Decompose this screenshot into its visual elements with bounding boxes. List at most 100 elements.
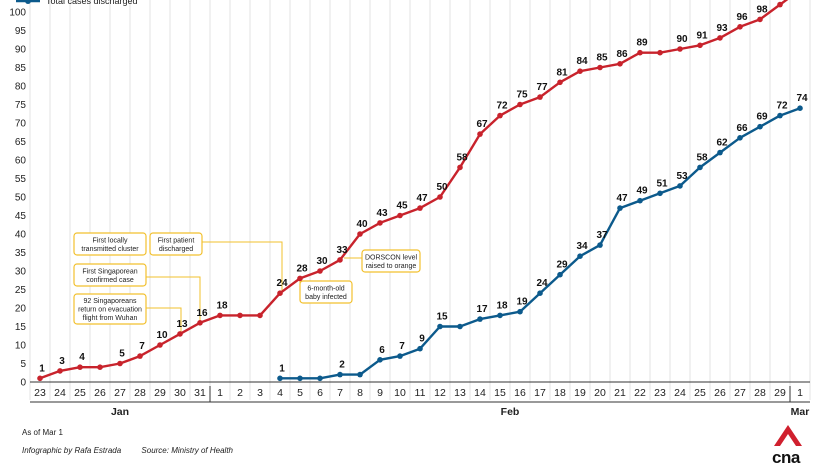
data-label: 74 [796,93,808,104]
data-point [217,312,223,319]
annotation-box [73,232,147,256]
series-line [280,107,801,380]
data-point [417,205,423,211]
data-label: 1 [39,363,45,374]
annotation-label: DORSCON level raised to orange [365,254,418,270]
data-point [457,164,463,171]
cna-logo-text: cna [772,448,800,467]
x-tick-label: 1 [797,387,803,399]
x-tick-label: 20 [594,387,606,399]
data-point [77,364,83,371]
data-label: 47 [416,193,428,204]
data-point [317,268,323,274]
data-label: 77 [536,82,548,93]
data-label: 7 [139,341,145,352]
x-tick-label: 31 [194,387,206,399]
cna-logo-icon [774,425,802,446]
axes: 0510152025303540455055606570758085909510… [9,8,810,418]
annotation-box [149,232,203,256]
data-point [157,342,163,348]
data-label: 98 [756,4,768,15]
data-point [497,312,503,319]
y-tick-label: 5 [20,359,26,370]
data-point [517,308,523,315]
data-label: 17 [476,304,488,315]
y-tick-label: 35 [15,248,27,259]
x-tick-label: 6 [317,387,323,399]
data-label: 30 [316,256,328,267]
annotation-leader [201,241,283,292]
data-point [417,345,423,352]
y-tick-label: 0 [20,378,26,389]
credits: Infographic by Rafa Estrada Source: Mini… [22,446,251,455]
data-label: 24 [276,278,288,289]
x-tick-label: 2 [237,387,243,399]
x-tick-label: 1 [217,387,223,399]
data-label: 67 [476,119,488,130]
data-point [297,375,303,382]
data-point [477,131,483,137]
annotation-box [299,280,353,304]
y-tick-label: 85 [15,63,27,74]
x-tick-label: 21 [614,387,626,399]
series-line [39,0,789,380]
data-label: 6 [379,345,385,356]
x-tick-label: 7 [337,387,343,399]
data-point [617,61,623,67]
x-tick-label: 16 [514,387,526,399]
legend-label: Total cases discharged [46,0,138,6]
data-label: 66 [736,123,748,134]
data-label: 89 [636,38,648,49]
x-tick-label: 22 [634,387,646,399]
x-tick-label: 25 [74,387,86,399]
data-point [757,123,763,130]
data-label: 62 [716,138,728,149]
data-label: 96 [736,12,748,23]
data-labels: 13 4 5710131618242830334043454750586772757… [39,4,808,374]
x-tick-label: 9 [377,387,383,399]
source-credit: Source: Ministry of Health [141,446,233,455]
data-point [777,1,783,8]
x-tick-label: 5 [297,387,303,399]
data-label: 81 [556,67,568,78]
y-tick-label: 90 [15,45,27,56]
x-tick-label: 19 [574,387,586,399]
data-label: 49 [636,186,648,197]
data-point [97,364,103,371]
data-point [197,320,203,326]
data-label: 51 [656,178,668,189]
data-label: 28 [296,263,308,274]
data-point [137,353,143,359]
data-label: 9 [419,334,425,345]
x-tick-label: 27 [114,387,126,399]
data-label: 24 [536,278,548,289]
data-point [657,190,663,197]
x-tick-label: 26 [94,387,106,399]
data-label: 33 [336,245,348,256]
data-label: 10 [156,330,168,341]
data-point [397,353,403,359]
data-point [517,101,523,108]
data-point [357,371,363,378]
y-tick-label: 40 [15,230,27,241]
x-tick-label: 10 [394,387,406,399]
data-point [357,231,363,237]
data-point [677,46,683,52]
data-point [377,357,383,363]
y-tick-label: 30 [15,267,27,278]
data-label: 1 [279,363,285,374]
data-label: 58 [456,152,468,163]
x-tick-label: 29 [154,387,166,399]
x-tick-label: 28 [134,387,146,399]
data-point [277,375,283,382]
data-label: 47 [616,193,628,204]
x-tick-label: 17 [534,387,546,399]
data-point [257,312,263,319]
x-tick-label: 3 [257,387,263,399]
x-tick-label: 15 [494,387,506,399]
data-point [117,360,123,367]
y-tick-label: 70 [15,119,27,130]
month-label: Mar [791,406,810,418]
data-point [457,323,463,330]
